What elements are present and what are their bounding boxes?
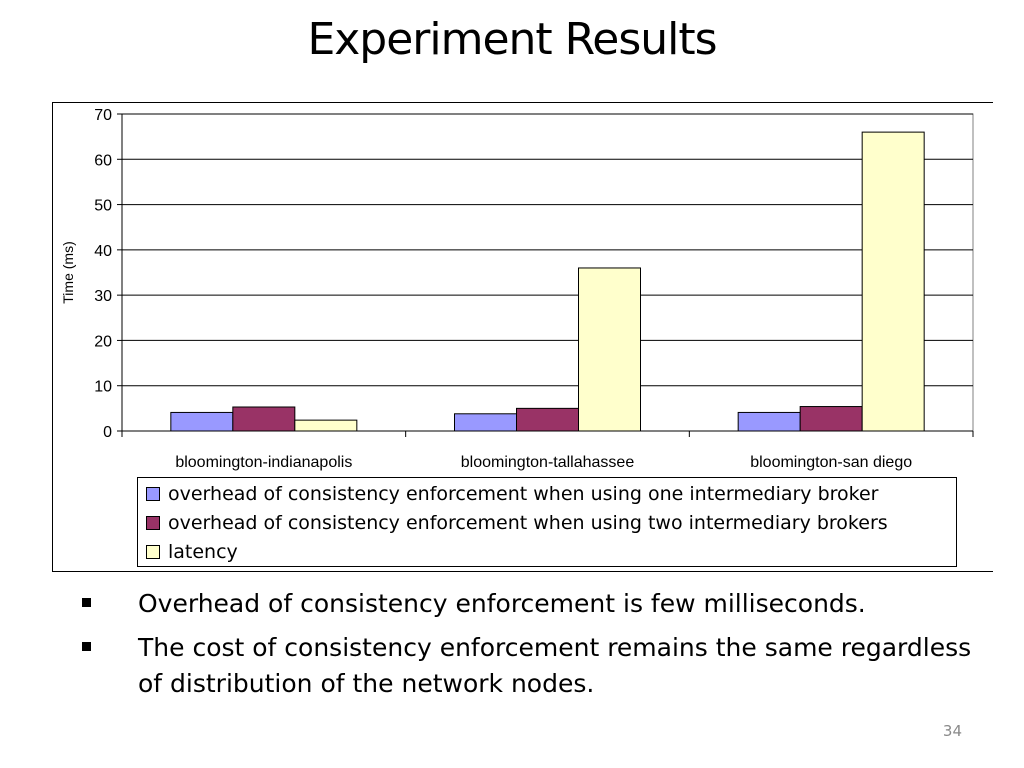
bar bbox=[737, 411, 801, 432]
bar bbox=[294, 419, 358, 432]
bullet-list: Overhead of consistency enforcement is f… bbox=[80, 586, 980, 710]
y-tick-label: 20 bbox=[94, 333, 112, 350]
legend-swatch bbox=[146, 516, 160, 530]
legend-label: latency bbox=[168, 541, 238, 563]
y-tick-label: 60 bbox=[94, 152, 112, 169]
chart-area: 0 10 20 30 40 50 60 70 Time (ms) bloomington-indi… bbox=[52, 102, 993, 572]
slide-title: Experiment Results bbox=[307, 14, 717, 65]
x-tick-label: bloomington-tallahassee bbox=[461, 454, 635, 471]
y-tick-label: 30 bbox=[94, 288, 112, 305]
y-tick-label: 50 bbox=[94, 198, 112, 215]
bar bbox=[861, 131, 925, 432]
y-tick-label: 0 bbox=[103, 424, 112, 441]
legend-label: overhead of consistency enforcement when… bbox=[168, 512, 888, 534]
square-bullet-icon bbox=[82, 642, 91, 651]
y-tick-label: 70 bbox=[94, 107, 112, 124]
y-tick-label: 10 bbox=[94, 379, 112, 396]
bar bbox=[232, 406, 296, 432]
bar-chart: 0 10 20 30 40 50 60 70 Time (ms) bloomington-indi… bbox=[60, 107, 974, 471]
x-tick-label: bloomington-san diego bbox=[750, 454, 912, 471]
page-number: 34 bbox=[942, 722, 962, 740]
plot-area bbox=[121, 113, 974, 432]
bullet-text: The cost of consistency enforcement rema… bbox=[138, 633, 972, 698]
x-tick-label: bloomington-indianapolis bbox=[175, 454, 352, 471]
square-bullet-icon bbox=[82, 598, 91, 607]
y-axis-label: Time (ms) bbox=[60, 241, 76, 303]
bullet-item: Overhead of consistency enforcement is f… bbox=[80, 586, 980, 622]
y-tick-label: 40 bbox=[94, 243, 112, 260]
bullet-item: The cost of consistency enforcement rema… bbox=[80, 630, 980, 702]
legend-item: latency bbox=[146, 538, 238, 566]
bar bbox=[516, 407, 579, 432]
legend-swatch bbox=[146, 545, 160, 559]
legend-item: overhead of consistency enforcement when… bbox=[146, 480, 879, 508]
legend-swatch bbox=[146, 487, 160, 501]
bullet-text: Overhead of consistency enforcement is f… bbox=[138, 589, 866, 618]
bar bbox=[578, 267, 641, 432]
legend-label: overhead of consistency enforcement when… bbox=[168, 483, 879, 505]
bar bbox=[799, 406, 863, 432]
chart-legend: overhead of consistency enforcement when… bbox=[137, 477, 957, 567]
legend-item: overhead of consistency enforcement when… bbox=[146, 509, 888, 537]
bar bbox=[170, 411, 234, 432]
bar bbox=[454, 413, 517, 432]
